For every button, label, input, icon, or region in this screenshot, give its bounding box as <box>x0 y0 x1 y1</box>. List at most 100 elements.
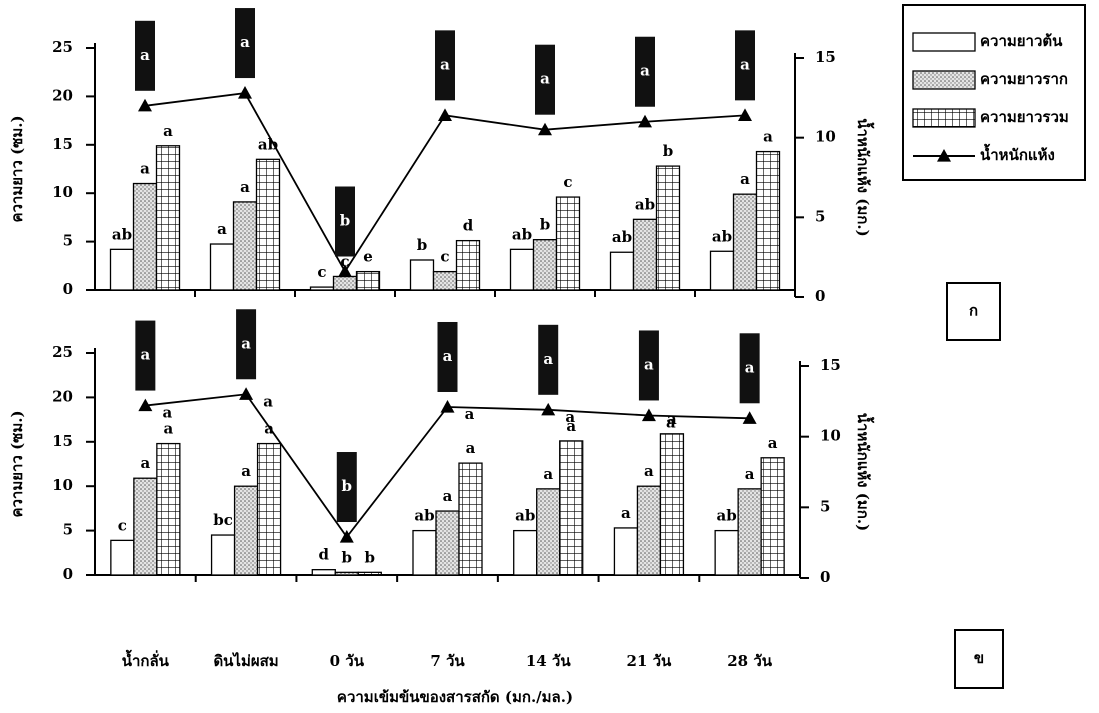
bar-letter: ab <box>712 227 732 245</box>
bar <box>110 539 135 576</box>
bar-letter: d <box>463 217 474 235</box>
legend-swatch <box>912 108 976 128</box>
bar-letter: a <box>466 439 476 457</box>
point-letter: a <box>162 404 172 422</box>
bar <box>432 270 458 291</box>
line-marker <box>339 530 354 543</box>
bar <box>255 158 281 291</box>
bar-letter: a <box>163 420 173 438</box>
bar <box>636 485 662 576</box>
bar-letter: a <box>740 170 750 188</box>
bar-letter: a <box>768 434 778 452</box>
bar <box>737 488 762 576</box>
bar-letter: b <box>417 236 428 254</box>
bar-letter: c <box>118 516 127 534</box>
bar <box>458 462 483 576</box>
line-marker <box>239 387 254 400</box>
legend-label: ความยาวต้น <box>980 32 1063 50</box>
bar-letter: a <box>240 178 250 196</box>
bar-letter: e <box>363 248 373 266</box>
letter-box <box>235 8 255 79</box>
letter-box <box>135 320 156 391</box>
bar-letter: b <box>365 548 376 566</box>
legend-label: ความยาวราก <box>980 70 1068 88</box>
y2-tick-label: 15 <box>820 356 841 374</box>
line-letter: b <box>340 212 351 230</box>
line-letter: b <box>342 477 353 495</box>
point-letter: a <box>666 413 676 431</box>
line-marker <box>641 408 656 422</box>
line-marker <box>138 398 153 412</box>
y2-tick-label: 5 <box>820 497 830 515</box>
bar-letter: c <box>317 263 326 281</box>
x-axis-title: ความเข้มข้นของสารสกัด (มก./มล.) <box>337 688 573 706</box>
line-letter: a <box>440 55 450 73</box>
bar <box>232 201 258 291</box>
bar <box>760 457 785 576</box>
bar-letter: ab <box>112 225 132 243</box>
line-letter: a <box>745 358 755 376</box>
x-tick-label: 14 วัน <box>526 652 572 670</box>
bar <box>355 270 381 291</box>
line-letter: a <box>640 62 650 80</box>
y-tick-label: 25 <box>52 343 73 361</box>
line-letter: a <box>644 355 654 373</box>
y2-tick-label: 15 <box>815 48 836 66</box>
letter-box <box>638 330 659 401</box>
bar <box>156 442 181 576</box>
line-marker <box>138 98 152 112</box>
bar-letter: ab <box>612 228 632 246</box>
y-tick-label: 15 <box>52 432 73 450</box>
line-letter: a <box>540 70 550 88</box>
bar <box>309 286 335 291</box>
y2-tick-label: 10 <box>815 128 836 146</box>
bar-letter: ab <box>717 507 737 525</box>
bar-letter: ab <box>258 135 278 153</box>
x-tick-label: ดินไม่ผสม <box>213 651 278 670</box>
bar-letter: ab <box>515 507 535 525</box>
line-marker <box>738 108 752 121</box>
bar <box>655 165 681 291</box>
letter-box <box>335 186 355 257</box>
x-tick-label: 7 วัน <box>430 652 465 670</box>
bar-letter: a <box>667 410 677 428</box>
y-tick-label: 5 <box>63 521 73 539</box>
letter-box <box>535 44 555 115</box>
bar <box>210 534 236 576</box>
letter-box <box>437 321 458 392</box>
y2-axis-title: น้ำหนักแห้ง (มก.) <box>854 118 875 236</box>
legend-marker <box>937 149 951 162</box>
bar-letter: a <box>241 462 251 480</box>
bar-letter: a <box>140 454 150 472</box>
bar <box>609 251 635 291</box>
y-tick-label: 15 <box>52 135 73 153</box>
legend-swatch <box>912 70 976 90</box>
bar-letter: b <box>342 548 353 566</box>
legend-label: น้ำหนักแห้ง <box>980 143 1055 164</box>
bar-letter: a <box>443 487 453 505</box>
line-letter: a <box>740 55 750 73</box>
point-letter: a <box>565 408 575 426</box>
bar-letter: a <box>163 122 173 140</box>
line-marker <box>638 114 652 128</box>
line-marker <box>238 86 252 99</box>
panel-tag-box <box>946 282 1001 341</box>
letter-box <box>336 452 357 523</box>
bar <box>709 250 735 291</box>
y2-tick-label: 5 <box>815 207 825 225</box>
letter-box <box>735 30 755 101</box>
y-tick-label: 0 <box>63 565 73 583</box>
bar <box>714 529 739 576</box>
bar-letter: a <box>217 220 227 238</box>
y-tick-label: 20 <box>52 387 73 405</box>
bar-letter: a <box>745 465 755 483</box>
panel-tag: ข <box>974 649 984 667</box>
y-tick-label: 5 <box>63 232 73 250</box>
bar <box>155 145 181 291</box>
y-tick-label: 25 <box>52 38 73 56</box>
line-marker <box>541 402 556 416</box>
x-tick-label: 21 วัน <box>627 652 673 670</box>
line-letter: a <box>241 334 251 352</box>
bar-letter: a <box>763 128 773 146</box>
letter-box <box>739 333 760 404</box>
